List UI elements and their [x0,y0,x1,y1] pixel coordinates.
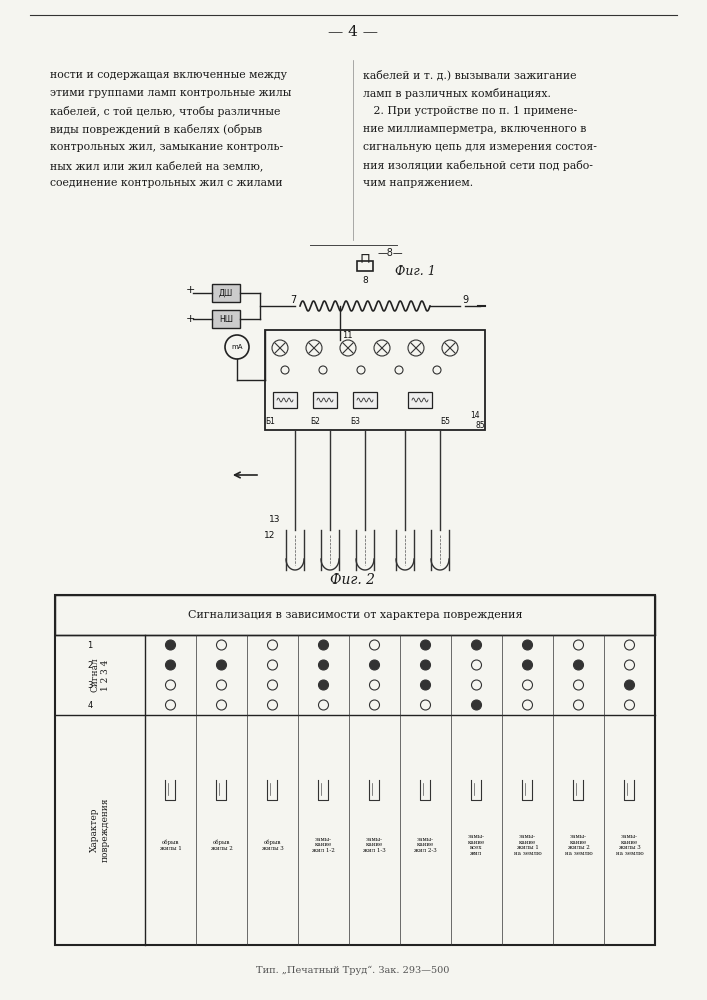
Text: кабелей, с той целью, чтобы различные: кабелей, с той целью, чтобы различные [50,106,281,117]
Text: ДШ: ДШ [219,288,233,298]
Circle shape [165,660,175,670]
Bar [408,392,432,408]
Circle shape [522,660,532,670]
Text: 2: 2 [88,660,93,670]
Bar [55,595,655,945]
Text: замы-
кание
жилы 1
на землю: замы- кание жилы 1 на землю [513,834,542,856]
Text: Б5: Б5 [440,418,450,426]
Circle shape [472,700,481,710]
Text: 14: 14 [470,412,480,420]
Bar [212,284,240,302]
Bar [273,392,297,408]
Text: Сигнализация в зависимости от характера повреждения: Сигнализация в зависимости от характера … [188,610,522,620]
Circle shape [421,640,431,650]
Text: 2. При устройстве по п. 1 примене-: 2. При устройстве по п. 1 примене- [363,106,577,116]
Text: ных жил или жил кабелей на землю,: ных жил или жил кабелей на землю, [50,160,264,171]
Circle shape [421,680,431,690]
Text: 3: 3 [87,680,93,690]
Circle shape [318,660,329,670]
Circle shape [522,640,532,650]
Text: замы-
кание
жил 1-3: замы- кание жил 1-3 [363,837,386,853]
Text: ⊓: ⊓ [360,251,370,265]
Text: замы-
кание
жил 2-3: замы- кание жил 2-3 [414,837,437,853]
Text: этими группами ламп контрольные жилы: этими группами ламп контрольные жилы [50,88,291,98]
Circle shape [421,660,431,670]
Text: ности и содержащая включенные между: ности и содержащая включенные между [50,70,287,80]
Text: соединение контрольных жил с жилами: соединение контрольных жил с жилами [50,178,283,188]
Text: 13: 13 [269,516,280,524]
Text: Фиг. 2: Фиг. 2 [330,573,375,587]
Text: 7: 7 [290,295,296,305]
Text: —8—: —8— [378,248,403,258]
Text: Б2: Б2 [310,418,320,426]
Text: чим напряжением.: чим напряжением. [363,178,473,188]
Text: обрыв
жилы 1: обрыв жилы 1 [160,839,182,851]
Bar [357,261,373,271]
Text: 4: 4 [88,700,93,710]
Circle shape [573,660,583,670]
Circle shape [370,660,380,670]
Text: ламп в различных комбинациях.: ламп в различных комбинациях. [363,88,551,99]
Text: +: + [185,285,194,295]
Text: 8: 8 [362,276,368,285]
Text: виды повреждений в кабелях (обрыв: виды повреждений в кабелях (обрыв [50,124,262,135]
Text: mА: mА [231,344,243,350]
Text: обрыв
жилы 2: обрыв жилы 2 [211,839,233,851]
Circle shape [165,640,175,650]
Text: замы-
кание
всех
жил: замы- кание всех жил [468,834,485,856]
Text: сигнальную цепь для измерения состоя-: сигнальную цепь для измерения состоя- [363,142,597,152]
Text: Б3: Б3 [350,418,360,426]
Bar [265,330,485,430]
Text: замы-
кание
жил 1-2: замы- кание жил 1-2 [312,837,335,853]
Text: Тип. „Печатный Труд“. Зак. 293—500: Тип. „Печатный Труд“. Зак. 293—500 [257,965,450,975]
Circle shape [318,640,329,650]
Circle shape [624,680,634,690]
Text: обрыв
жилы 3: обрыв жилы 3 [262,839,284,851]
Text: кабелей и т. д.) вызывали зажигание: кабелей и т. д.) вызывали зажигание [363,70,576,81]
Text: 1: 1 [88,641,93,650]
Text: Характер
повреждения: Характер повреждения [90,798,110,862]
Text: Сигнал
1 2 3 4: Сигнал 1 2 3 4 [90,658,110,692]
Text: замы-
кание
жилы 2
на землю: замы- кание жилы 2 на землю [565,834,592,856]
Bar [212,310,240,328]
Bar [55,595,655,635]
Text: контрольных жил, замыкание контроль-: контрольных жил, замыкание контроль- [50,142,283,152]
Text: 12: 12 [264,530,275,540]
Text: ние миллиамперметра, включенного в: ние миллиамперметра, включенного в [363,124,586,134]
Bar [313,392,337,408]
Text: замы-
кание
жилы 3
на землю: замы- кание жилы 3 на землю [616,834,643,856]
Text: ния изоляции кабельной сети под рабо-: ния изоляции кабельной сети под рабо- [363,160,593,171]
Text: Фиг. 1: Фиг. 1 [395,265,436,278]
Circle shape [472,640,481,650]
Text: Б1: Б1 [265,418,275,426]
Text: НШ: НШ [219,314,233,324]
Text: 11: 11 [342,330,353,340]
Circle shape [318,680,329,690]
Circle shape [216,660,226,670]
Bar [353,392,377,408]
Text: — 4 —: — 4 — [328,25,378,39]
Text: 9: 9 [462,295,468,305]
Text: +: + [185,314,194,324]
Text: 85: 85 [475,420,485,430]
